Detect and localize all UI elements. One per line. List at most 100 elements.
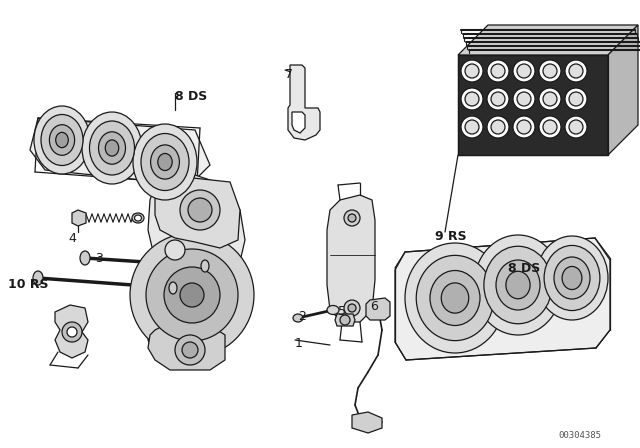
Circle shape [513, 116, 535, 138]
Circle shape [67, 327, 77, 337]
Circle shape [565, 60, 587, 82]
Polygon shape [335, 314, 355, 326]
Circle shape [465, 120, 479, 134]
Ellipse shape [416, 255, 493, 340]
Circle shape [340, 315, 350, 325]
Circle shape [180, 283, 204, 307]
Text: 10 RS: 10 RS [8, 278, 49, 291]
Circle shape [164, 267, 220, 323]
Circle shape [465, 64, 479, 78]
Circle shape [146, 249, 238, 341]
Circle shape [517, 120, 531, 134]
Circle shape [461, 116, 483, 138]
Circle shape [491, 120, 505, 134]
Text: 6: 6 [370, 300, 378, 313]
Circle shape [175, 335, 205, 365]
Ellipse shape [34, 106, 90, 174]
Ellipse shape [150, 145, 179, 179]
Ellipse shape [293, 314, 303, 322]
Ellipse shape [105, 140, 119, 156]
Text: 7: 7 [285, 68, 293, 81]
Text: 3: 3 [95, 252, 103, 265]
Circle shape [517, 64, 531, 78]
Ellipse shape [327, 306, 339, 314]
Circle shape [344, 300, 360, 316]
Polygon shape [366, 298, 390, 320]
Ellipse shape [49, 125, 75, 155]
Polygon shape [458, 55, 608, 155]
Circle shape [543, 64, 557, 78]
Ellipse shape [134, 215, 141, 221]
Circle shape [517, 92, 531, 106]
Circle shape [487, 88, 509, 110]
Ellipse shape [536, 236, 608, 320]
Polygon shape [155, 175, 240, 248]
Polygon shape [395, 238, 610, 360]
Ellipse shape [33, 271, 43, 285]
Circle shape [565, 116, 587, 138]
Circle shape [180, 190, 220, 230]
Circle shape [569, 64, 583, 78]
Text: 00304385: 00304385 [559, 431, 602, 439]
Circle shape [565, 88, 587, 110]
Polygon shape [288, 65, 320, 140]
Circle shape [344, 210, 360, 226]
Circle shape [461, 88, 483, 110]
Ellipse shape [133, 124, 197, 200]
Polygon shape [352, 412, 382, 433]
Circle shape [539, 60, 561, 82]
Polygon shape [72, 210, 86, 226]
Text: 8 DS: 8 DS [175, 90, 207, 103]
Ellipse shape [405, 243, 505, 353]
Ellipse shape [99, 132, 125, 164]
Ellipse shape [201, 260, 209, 272]
Ellipse shape [496, 260, 540, 310]
Ellipse shape [41, 115, 83, 165]
Circle shape [569, 92, 583, 106]
Circle shape [513, 60, 535, 82]
Ellipse shape [554, 257, 590, 299]
Ellipse shape [132, 213, 144, 223]
Circle shape [491, 64, 505, 78]
Circle shape [543, 92, 557, 106]
Circle shape [539, 88, 561, 110]
Circle shape [487, 60, 509, 82]
Polygon shape [148, 175, 245, 368]
Ellipse shape [474, 235, 562, 335]
Polygon shape [458, 25, 638, 55]
Ellipse shape [90, 121, 134, 175]
Circle shape [539, 116, 561, 138]
Ellipse shape [80, 251, 90, 265]
Polygon shape [30, 118, 210, 185]
Circle shape [165, 240, 185, 260]
Ellipse shape [169, 282, 177, 294]
Ellipse shape [441, 283, 468, 313]
Ellipse shape [141, 134, 189, 190]
Text: 9 RS: 9 RS [435, 230, 467, 243]
Circle shape [182, 342, 198, 358]
Ellipse shape [82, 112, 142, 184]
Ellipse shape [562, 267, 582, 289]
Circle shape [461, 60, 483, 82]
Ellipse shape [484, 246, 552, 324]
Text: 2: 2 [298, 310, 306, 323]
Circle shape [348, 214, 356, 222]
Circle shape [513, 88, 535, 110]
Polygon shape [292, 112, 305, 133]
Polygon shape [55, 305, 88, 358]
Ellipse shape [430, 271, 480, 326]
Circle shape [465, 92, 479, 106]
Polygon shape [148, 325, 225, 370]
Circle shape [62, 322, 82, 342]
Text: 5: 5 [338, 305, 346, 318]
Polygon shape [327, 195, 375, 322]
Text: 1: 1 [295, 337, 303, 350]
Text: 4: 4 [68, 232, 76, 245]
Text: 8 DS: 8 DS [508, 262, 540, 275]
Circle shape [188, 198, 212, 222]
Circle shape [543, 120, 557, 134]
Circle shape [130, 233, 254, 357]
Circle shape [487, 116, 509, 138]
Ellipse shape [158, 154, 172, 171]
Circle shape [491, 92, 505, 106]
